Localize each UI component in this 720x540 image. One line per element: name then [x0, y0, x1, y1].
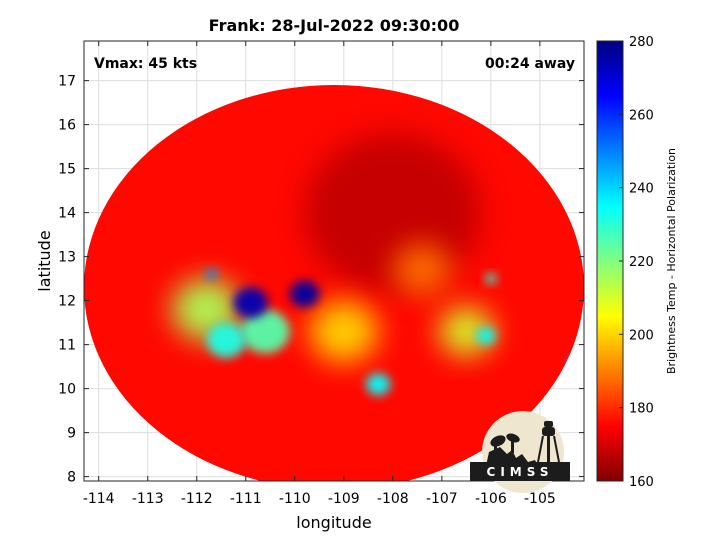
x-tick-label: -113	[132, 491, 164, 507]
x-tick-label: -106	[475, 491, 507, 507]
y-tick-label: 12	[58, 294, 76, 310]
colorbar-label: Brightness Temp - Horizontal Polarizatio…	[665, 148, 678, 374]
brightness-feature	[304, 133, 482, 292]
brightness-feature	[365, 373, 391, 396]
colorbar-tick-label: 260	[629, 108, 654, 123]
y-tick-label: 11	[58, 338, 76, 354]
brightness-feature	[240, 309, 290, 354]
brightness-feature	[206, 322, 246, 358]
brightness-feature	[289, 280, 320, 308]
y-tick-label: 8	[67, 470, 76, 486]
y-tick-label: 9	[67, 426, 76, 442]
x-tick-label: -105	[524, 491, 556, 507]
colorbar-tick-label: 240	[629, 182, 654, 197]
brightness-feature	[439, 307, 494, 356]
x-tick-label: -109	[328, 491, 360, 507]
colorbar-tick-label: 220	[629, 255, 654, 270]
y-tick-label: 17	[58, 74, 76, 90]
brightness-feature	[484, 273, 497, 284]
brightness-feature	[392, 243, 452, 297]
colorbar: 160 180 200 220 240 260 280 Brightness Temp - …	[596, 35, 678, 490]
convective-features	[172, 133, 581, 396]
brightness-feature	[476, 327, 496, 345]
colorbar-tick-label: 160	[629, 475, 654, 490]
brightness-feature	[309, 300, 379, 363]
x-axis-label: longitude	[296, 513, 371, 532]
x-tick-label: -112	[181, 491, 213, 507]
cimss-logo: CIMSS	[470, 411, 570, 493]
colorbar-tick-label: 200	[629, 328, 654, 343]
colorbar-ticks: 160 180 200 220 240 260 280	[619, 35, 654, 490]
x-tick-label: -107	[426, 491, 458, 507]
y-tick-label: 16	[58, 118, 76, 134]
brightness-swath	[84, 85, 584, 481]
time-away-annotation: 00:24 away	[485, 56, 575, 72]
logo-text: CIMSS	[487, 465, 554, 479]
y-axis-label: latitude	[35, 230, 54, 291]
y-tick-label: 15	[58, 162, 76, 178]
chart-title: Frank: 28-Jul-2022 09:30:00	[209, 16, 460, 35]
vmax-annotation: Vmax: 45 kts	[94, 56, 197, 72]
x-tick-label: -114	[83, 491, 115, 507]
brightness-feature	[233, 287, 268, 319]
x-tick-label: -110	[279, 491, 311, 507]
x-tick-labels: -114 -113 -112 -111 -110 -109 -108 -107 -106 -105	[83, 491, 556, 507]
y-tick-label: 14	[58, 206, 76, 222]
y-tick-labels: 8 9 10 11 12 13 14 15 16 17	[58, 74, 76, 486]
y-tick-label: 10	[58, 382, 76, 398]
x-tick-label: -108	[377, 491, 409, 507]
colorbar-tick-label: 280	[629, 35, 654, 50]
y-tick-label: 13	[58, 250, 76, 266]
x-tick-label: -111	[230, 491, 262, 507]
brightness-feature	[205, 268, 218, 280]
plot-frame	[83, 40, 585, 482]
colorbar-tick-label: 180	[629, 402, 654, 417]
